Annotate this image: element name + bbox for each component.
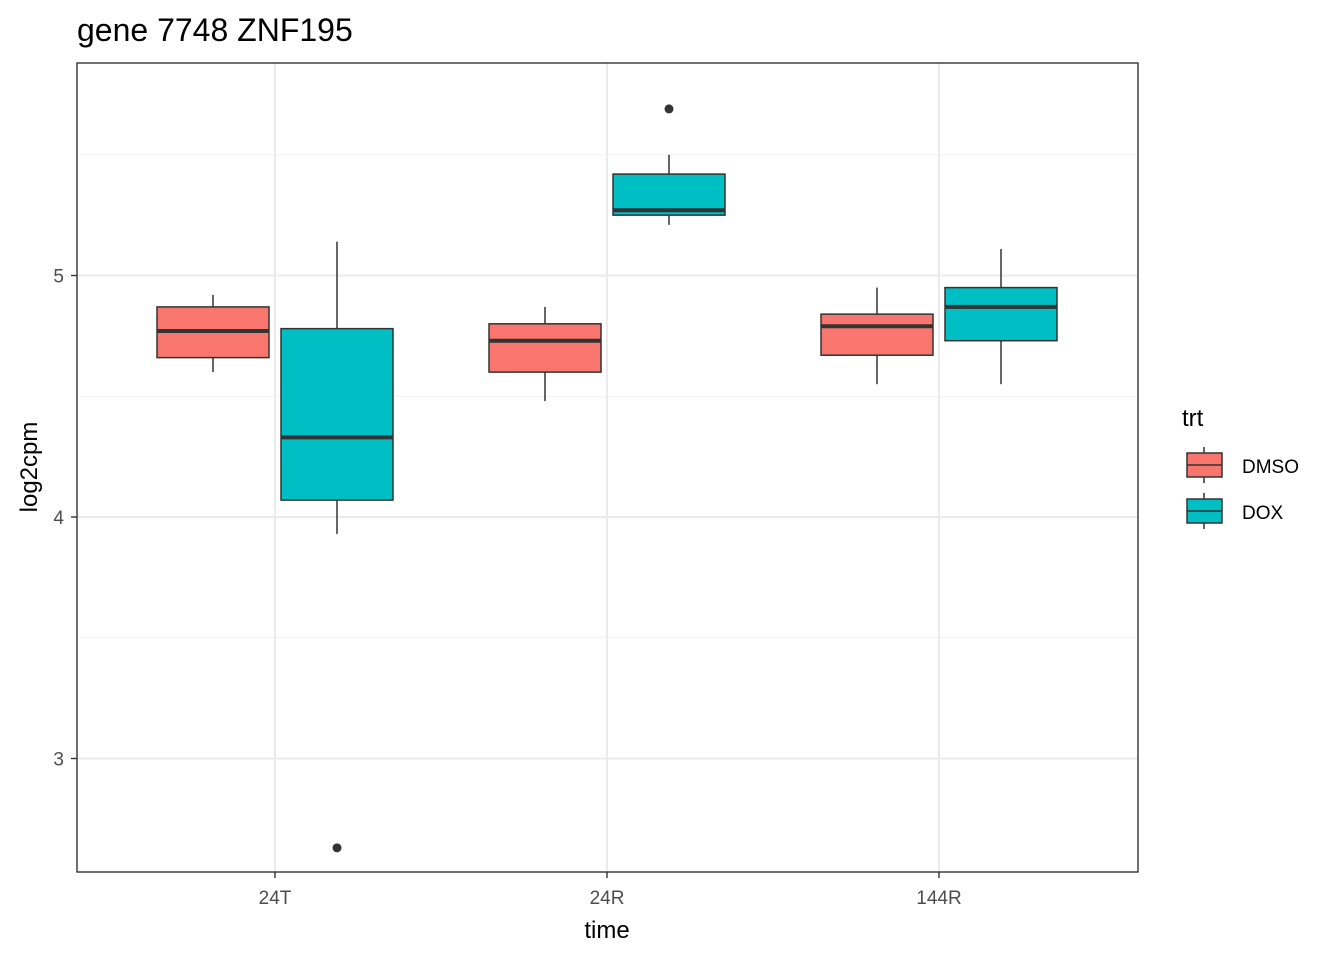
x-tick-label: 24T: [259, 888, 292, 909]
box-dox-24r: [612, 104, 726, 225]
iqr-box: [944, 286, 1058, 342]
boxes-layer: [156, 104, 1058, 853]
chart-title: gene 7748 ZNF195: [77, 12, 353, 48]
axes-layer: 3 4 5 24T 24R 144R: [53, 267, 961, 909]
outlier-point: [664, 104, 674, 114]
y-tick-label: 3: [53, 749, 64, 770]
iqr-box: [280, 327, 394, 501]
box-dmso-24t: [156, 294, 270, 373]
box-dox-144r: [944, 248, 1058, 385]
box-dmso-144r: [820, 287, 934, 385]
legend-label-dmso: DMSO: [1242, 457, 1299, 478]
legend-key-dox: DOX: [1186, 493, 1284, 529]
y-axis-title: log2cpm: [16, 422, 43, 513]
outlier-point: [332, 843, 342, 853]
iqr-box: [612, 173, 726, 216]
grid-lines: [77, 63, 1138, 872]
x-tick-label: 24R: [590, 888, 625, 909]
x-tick-label: 144R: [916, 888, 961, 909]
iqr-box: [820, 313, 934, 356]
box-dox-24t: [280, 241, 394, 853]
legend-label-dox: DOX: [1242, 503, 1284, 524]
y-tick-label: 4: [53, 508, 64, 529]
legend-title: trt: [1182, 405, 1204, 432]
y-tick-label: 5: [53, 267, 64, 288]
legend-key-dmso: DMSO: [1186, 447, 1299, 483]
x-axis-title: time: [584, 917, 629, 944]
box-dmso-24r: [488, 306, 602, 402]
legend: trt DMSO DOX: [1182, 405, 1299, 529]
iqr-box: [488, 323, 602, 373]
